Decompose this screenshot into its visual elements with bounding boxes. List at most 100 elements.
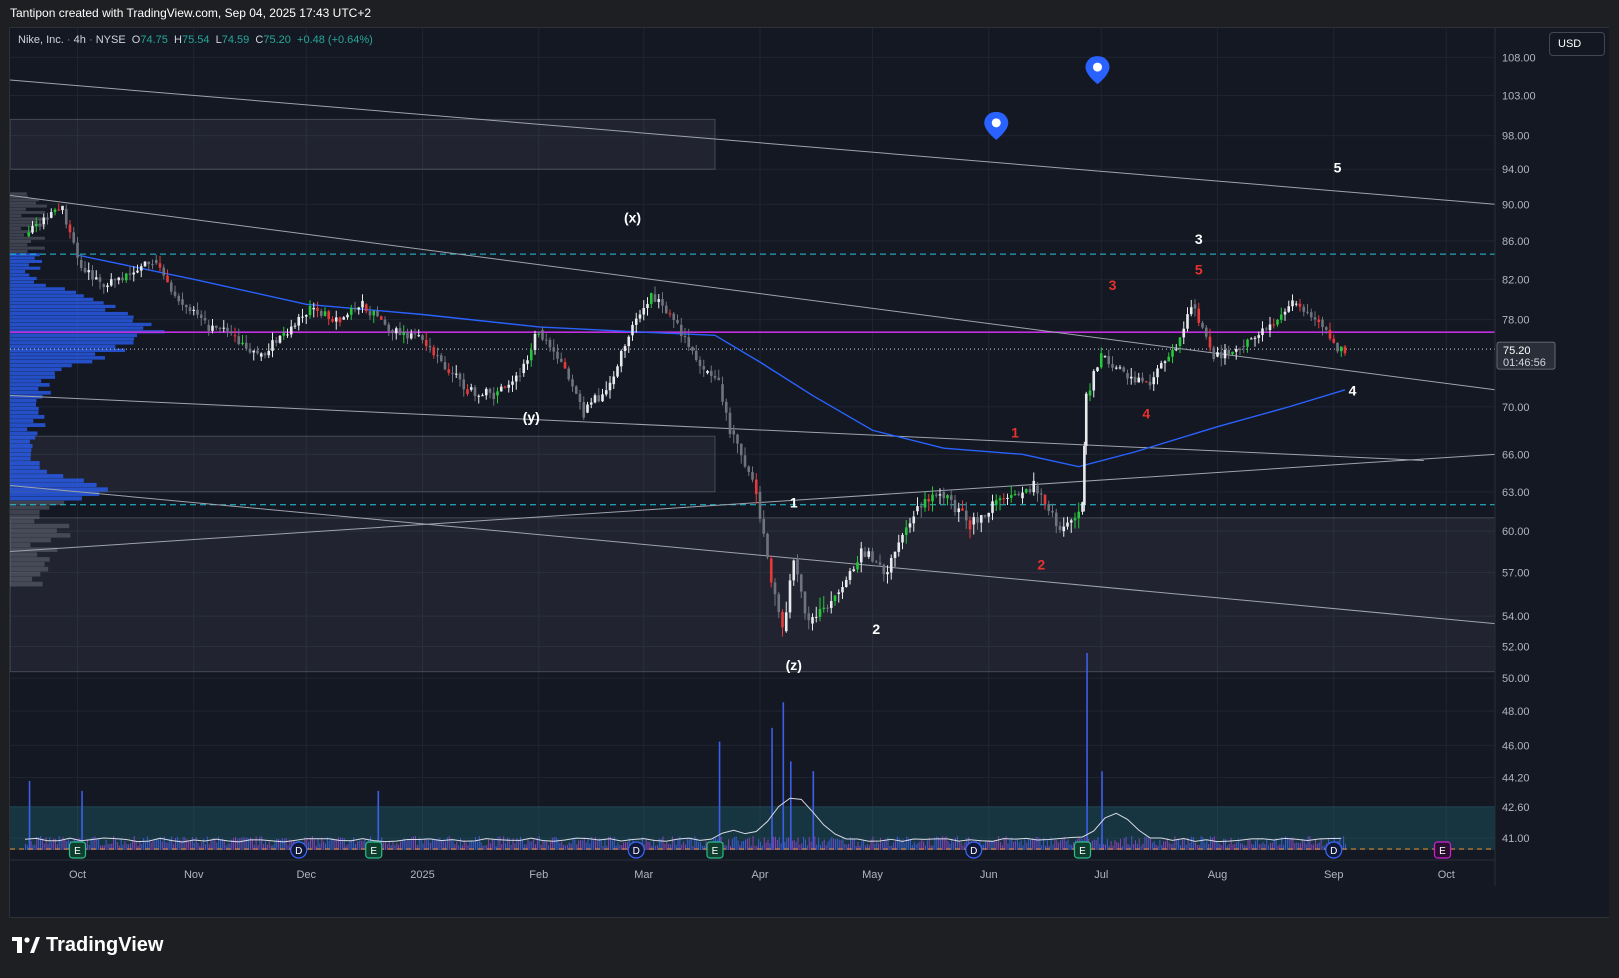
volume-bar <box>998 836 1000 850</box>
volume-bar <box>240 837 242 850</box>
volume-bar <box>1200 836 1202 850</box>
volume-bar <box>953 842 955 850</box>
candle-body <box>1242 345 1246 347</box>
volume-bar <box>503 836 505 850</box>
volume-bar <box>1138 838 1140 850</box>
volume-bar <box>1166 838 1168 850</box>
volume-bar <box>111 843 113 850</box>
candle-body <box>758 491 762 519</box>
candle-body <box>863 551 867 557</box>
volume-bar <box>945 836 947 850</box>
volume-bar <box>868 845 870 850</box>
volume-bar <box>476 841 478 850</box>
symbol-interval[interactable]: 4h <box>73 34 86 46</box>
volume-bar <box>1174 836 1176 850</box>
earnings-badge[interactable]: E <box>706 841 724 859</box>
candle-body <box>893 551 897 558</box>
volume-bar <box>737 840 739 850</box>
dividend-badge[interactable]: D <box>1325 841 1343 859</box>
earnings-badge[interactable]: E <box>365 841 383 859</box>
volume-bar <box>563 844 565 850</box>
volume-bar <box>1050 837 1052 850</box>
location-pin-icon[interactable] <box>984 111 1009 140</box>
volume-bar <box>566 844 568 850</box>
earnings-badge[interactable]: E <box>68 841 87 859</box>
volume-bar <box>469 841 471 850</box>
volume-bar <box>1005 836 1007 850</box>
change-value: +0.48 (+0.64%) <box>297 34 373 46</box>
volume-bar <box>758 839 760 850</box>
volume-bar <box>1099 843 1101 850</box>
candle-body <box>282 332 286 336</box>
volume-bar <box>799 844 801 850</box>
candle-body <box>811 617 814 624</box>
volume-bar <box>118 845 120 850</box>
volume-bar <box>835 839 836 850</box>
volume-bar <box>683 841 685 850</box>
volume-bar <box>1037 837 1039 850</box>
volume-bar <box>1181 838 1183 850</box>
volume-bar <box>1277 845 1279 850</box>
candle-body <box>229 331 233 334</box>
volume-bar <box>460 838 461 850</box>
volume-bar <box>527 839 529 850</box>
candle-body <box>64 208 68 225</box>
price-tick-label: 41.00 <box>1502 833 1530 845</box>
dividend-badge[interactable]: D <box>290 841 308 859</box>
volume-bar <box>1093 839 1095 850</box>
volume-bar <box>649 842 651 850</box>
price-tick-label: 78.00 <box>1502 315 1530 327</box>
volume-bar <box>613 836 615 850</box>
volume-bar <box>345 845 347 850</box>
candle-body <box>49 212 53 218</box>
earnings-badge[interactable]: E <box>1433 841 1452 859</box>
volume-bar <box>480 841 482 850</box>
volume-bar <box>994 841 996 850</box>
candle-body <box>1066 522 1069 527</box>
candle-body <box>113 279 117 281</box>
volume-bar <box>1015 841 1016 850</box>
volume-bar <box>1123 838 1125 850</box>
volume-profile-bar <box>10 233 25 237</box>
volume-bar <box>808 837 810 850</box>
candles <box>27 203 1347 637</box>
candle-body <box>679 324 683 336</box>
candle-body <box>1204 327 1208 337</box>
dividend-badge[interactable]: D <box>627 841 645 859</box>
volume-profile-bar <box>10 528 57 533</box>
time-tick-label: Aug <box>1208 869 1228 881</box>
volume-bar <box>265 841 266 850</box>
volume-bar <box>463 839 465 850</box>
dividend-badge[interactable]: D <box>965 841 983 859</box>
volume-bar <box>1301 838 1303 850</box>
symbol-name[interactable]: Nike, Inc. <box>18 34 64 46</box>
candle-body <box>1024 489 1028 493</box>
wave-label: 4 <box>1142 405 1150 421</box>
earnings-badge[interactable]: E <box>1073 841 1092 859</box>
volume-profile-bar <box>10 207 26 211</box>
currency-button[interactable]: USD <box>1549 32 1605 56</box>
candle-body <box>271 340 274 351</box>
volume-bar <box>546 841 548 850</box>
price-chart[interactable]: (x) (y) (z) 1 2 3 4 5 1 2 3 4 5 E D E D E D E D E 108.00 103.00… <box>10 28 1609 917</box>
candle-body <box>447 369 451 373</box>
candle-body <box>1058 526 1062 530</box>
price-zone <box>10 517 1496 673</box>
candle-body <box>589 402 593 405</box>
candle-body <box>702 366 706 370</box>
volume-bar <box>559 843 561 850</box>
volume-bar <box>1305 843 1307 850</box>
volume-bar <box>587 838 589 850</box>
volume-bar <box>56 844 58 850</box>
volume-bar <box>990 841 992 850</box>
location-pin-icon[interactable] <box>1085 56 1110 85</box>
volume-profile-bar <box>10 427 28 432</box>
candle-body <box>496 391 499 396</box>
volume-profile-bar <box>10 344 116 349</box>
volume-bar <box>1318 842 1320 850</box>
candle-body <box>593 395 597 403</box>
volume-bar <box>268 841 270 850</box>
volume-bar <box>107 844 109 850</box>
volume-bar <box>763 837 765 850</box>
volume-bar <box>887 837 889 850</box>
